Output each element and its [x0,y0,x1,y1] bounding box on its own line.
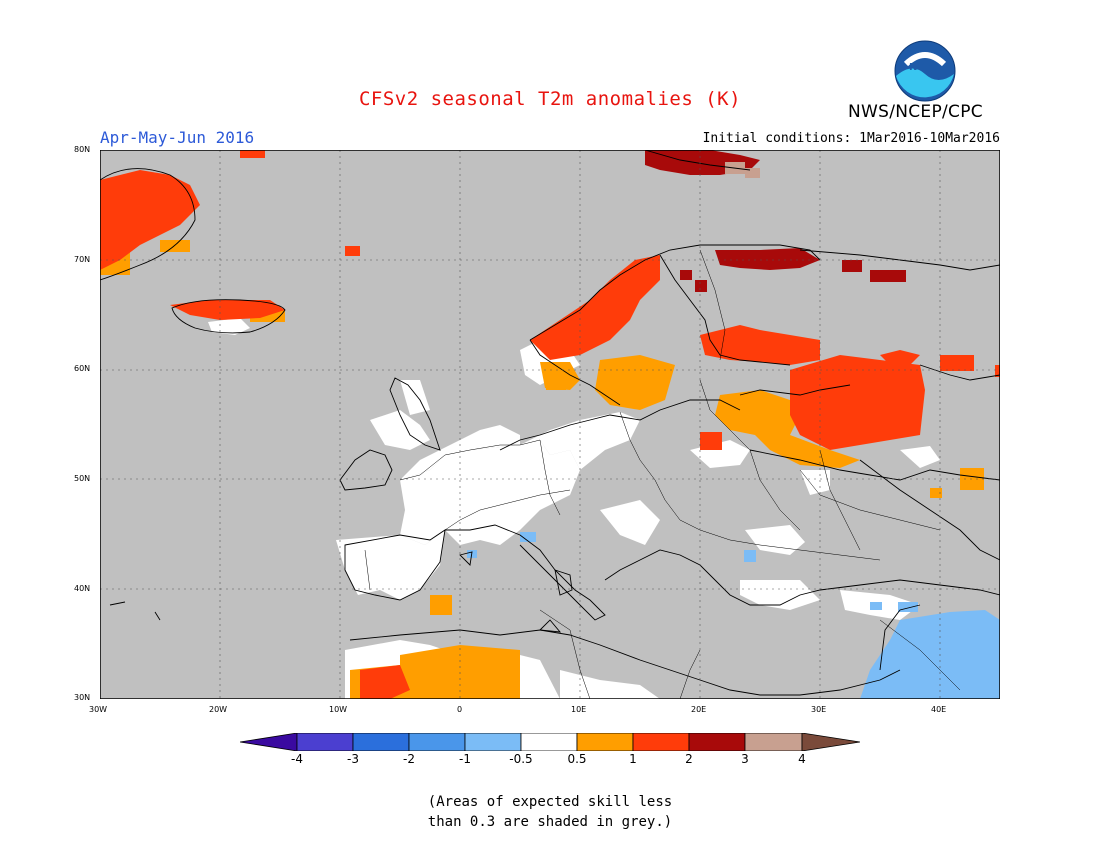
warm-anomaly-1-2 [100,150,1000,699]
legend-swatch-minus3-minus2 [352,733,410,751]
lat-label-50n: 50N [74,474,91,483]
lon-label-30e: 30E [811,705,827,714]
legend-swatch-near-normal [520,733,578,751]
lat-label-70n: 70N [74,255,91,264]
lon-label-30w: 30W [89,705,108,714]
legend-tick: -2 [403,752,415,766]
lon-label-40e: 40E [931,705,947,714]
coastlines [100,150,1000,696]
legend-swatch-2-3 [688,733,746,751]
lat-label-40n: 40N [74,584,91,593]
legend-tick: -3 [347,752,359,766]
legend-tick: 3 [741,752,749,766]
legend-swatch-minus1-minus05 [464,733,522,751]
lat-label-80n: 80N [74,145,91,154]
legend-tick: -4 [291,752,303,766]
noaa-logo-icon: NOAA [894,40,956,102]
legend-tick: -0.5 [509,752,533,766]
lon-label-20e: 20E [691,705,707,714]
color-scale-legend [240,733,860,751]
legend-swatch-lt-minus4 [240,733,298,751]
country-borders [364,249,961,699]
legend-swatch-05-1 [576,733,634,751]
lat-label-60n: 60N [74,364,91,373]
chart-title: CFSv2 seasonal T2m anomalies (K) [358,88,742,110]
legend-tick: -1 [459,752,471,766]
initial-conditions: Initial conditions: 1Mar2016-10Mar2016 [702,131,1000,146]
map-grid [100,150,1000,699]
legend-tick: 0.5 [567,752,587,766]
lon-label-0: 0 [457,705,463,714]
agency-label: NWS/NCEP/CPC [848,102,983,122]
legend-swatch-minus2-minus1 [408,733,466,751]
lon-label-10w: 10W [329,705,348,714]
skill-note-line-1: (Areas of expected skill less [427,794,673,810]
legend-tick: 4 [798,752,806,766]
lon-label-20w: 20W [209,705,228,714]
anomaly-map [100,150,1000,699]
lon-label-10e: 10E [571,705,587,714]
legend-swatch-gt-4 [801,733,860,751]
legend-swatch-3-4 [744,733,803,751]
legend-swatch-1-2 [632,733,690,751]
lat-label-30n: 30N [74,693,91,702]
skill-note-line-2: than 0.3 are shaded in grey.) [427,814,673,830]
logo-text: NOAA [909,62,941,73]
forecast-period: Apr-May-Jun 2016 [100,128,255,147]
legend-tick: 2 [685,752,693,766]
legend-swatch-minus4-minus3 [296,733,354,751]
legend-tick: 1 [629,752,637,766]
skill-note: (Areas of expected skill less than 0.3 a… [0,792,1100,832]
